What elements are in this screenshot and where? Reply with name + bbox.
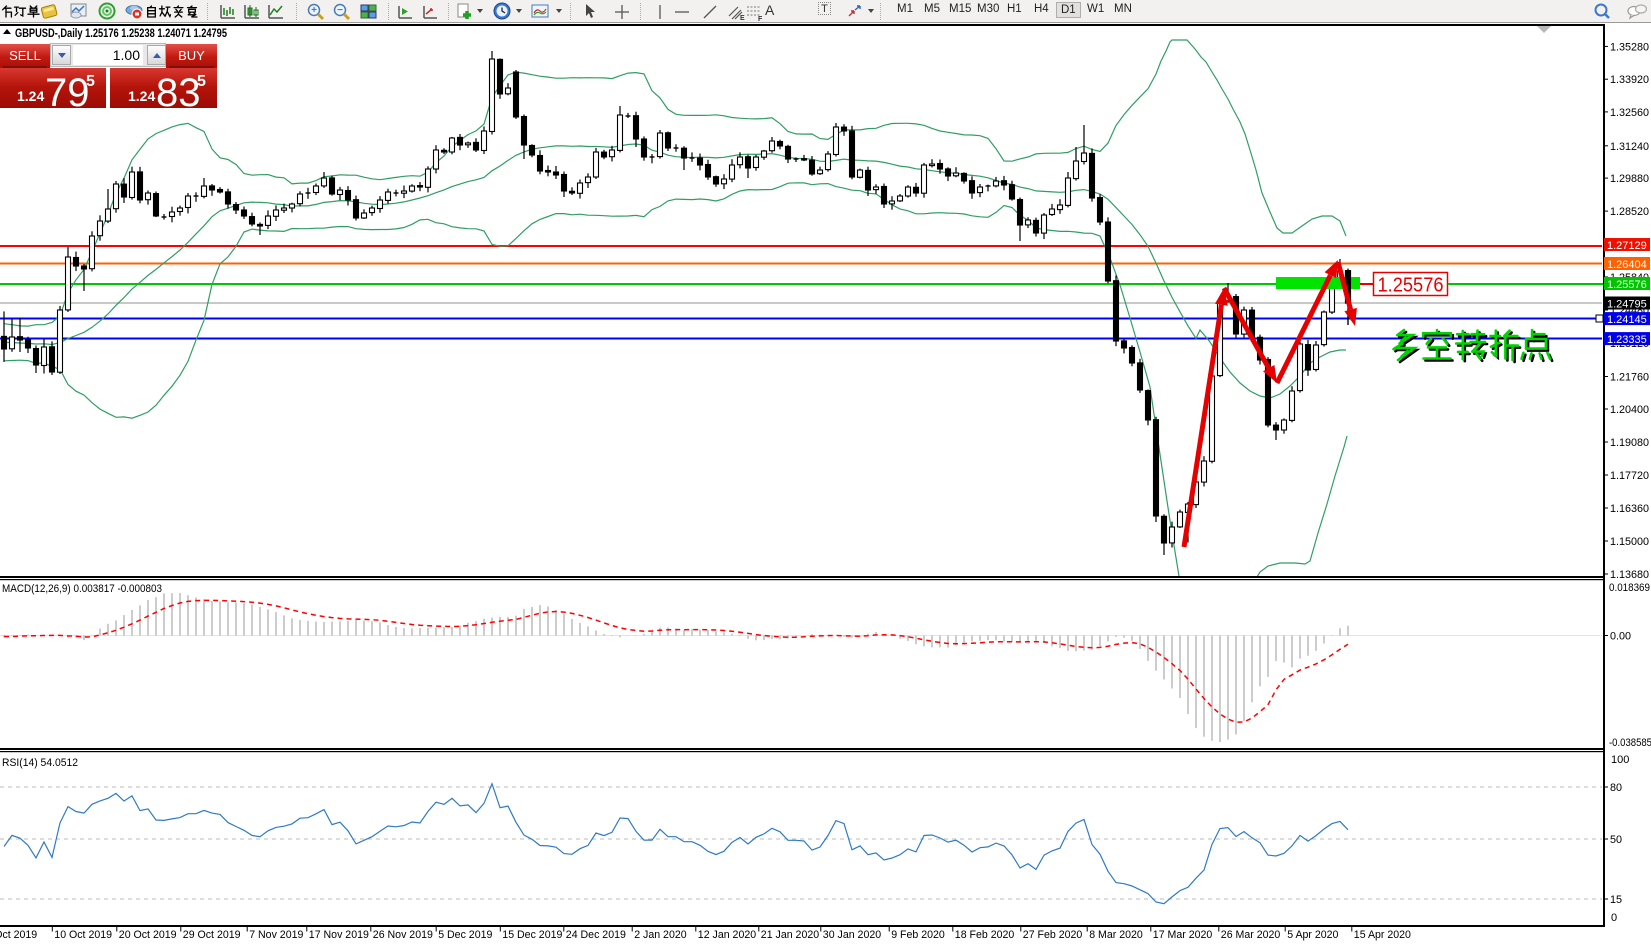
svg-text:+: + [311, 5, 317, 16]
svg-text:1.28520: 1.28520 [1610, 206, 1649, 218]
svg-text:12 Jan 2020: 12 Jan 2020 [698, 929, 756, 941]
svg-text:−: − [337, 5, 343, 16]
svg-text:15 Dec 2019: 15 Dec 2019 [502, 929, 562, 941]
svg-text:1.25576: 1.25576 [1607, 279, 1647, 291]
svg-text:15: 15 [1610, 894, 1622, 906]
svg-text:17 Nov 2019: 17 Nov 2019 [309, 929, 369, 941]
svg-text:26 Nov 2019: 26 Nov 2019 [373, 929, 433, 941]
svg-text:100: 100 [1611, 754, 1629, 766]
svg-text:1.19080: 1.19080 [1610, 437, 1649, 449]
svg-text:1.35280: 1.35280 [1610, 41, 1649, 53]
svg-text:0.00: 0.00 [1610, 631, 1631, 643]
svg-text:1.32560: 1.32560 [1610, 107, 1649, 119]
svg-text:15 Apr 2020: 15 Apr 2020 [1354, 929, 1411, 941]
svg-text:RSI(14) 54.0512: RSI(14) 54.0512 [2, 757, 78, 769]
svg-text:8 Mar 2020: 8 Mar 2020 [1089, 929, 1143, 941]
svg-text:E: E [740, 15, 745, 22]
svg-text:1.13680: 1.13680 [1610, 569, 1649, 581]
svg-text:1.17720: 1.17720 [1610, 470, 1649, 482]
svg-text:Oct 2019: Oct 2019 [0, 929, 37, 941]
svg-text:0: 0 [1611, 912, 1617, 924]
svg-text:9 Feb 2020: 9 Feb 2020 [891, 929, 945, 941]
svg-text:-0.038585: -0.038585 [1609, 737, 1651, 749]
svg-text:30 Jan 2020: 30 Jan 2020 [823, 929, 881, 941]
svg-text:1.31240: 1.31240 [1610, 141, 1649, 153]
svg-text:1.20400: 1.20400 [1610, 404, 1649, 416]
svg-text:1.16360: 1.16360 [1610, 503, 1649, 515]
svg-text:24 Dec 2019: 24 Dec 2019 [566, 929, 626, 941]
svg-text:29 Oct 2019: 29 Oct 2019 [183, 929, 241, 941]
svg-text:1.24795: 1.24795 [1607, 299, 1647, 311]
svg-text:5 Apr 2020: 5 Apr 2020 [1287, 929, 1338, 941]
svg-text:1.26404: 1.26404 [1607, 259, 1647, 271]
svg-text:1.27129: 1.27129 [1607, 240, 1647, 252]
svg-text:F: F [758, 16, 763, 22]
svg-text:0.018369: 0.018369 [1609, 582, 1650, 594]
svg-text:1.24145: 1.24145 [1607, 314, 1647, 326]
svg-text:18 Feb 2020: 18 Feb 2020 [955, 929, 1015, 941]
svg-text:1.15000: 1.15000 [1610, 536, 1649, 548]
svg-text:7 Nov 2019: 7 Nov 2019 [249, 929, 303, 941]
svg-text:80: 80 [1610, 782, 1622, 794]
svg-text:1.23335: 1.23335 [1607, 334, 1647, 346]
svg-text:50: 50 [1610, 834, 1622, 846]
svg-text:27 Feb 2020: 27 Feb 2020 [1023, 929, 1083, 941]
svg-text:2 Jan 2020: 2 Jan 2020 [634, 929, 687, 941]
svg-text:MACD(12,26,9) 0.003817 -0.0008: MACD(12,26,9) 0.003817 -0.000803 [2, 583, 162, 595]
svg-text:5 Dec 2019: 5 Dec 2019 [438, 929, 492, 941]
svg-text:1.33920: 1.33920 [1610, 74, 1649, 86]
svg-text:26 Mar 2020: 26 Mar 2020 [1221, 929, 1281, 941]
svg-text:10 Oct 2019: 10 Oct 2019 [54, 929, 112, 941]
svg-text:21 Jan 2020: 21 Jan 2020 [761, 929, 819, 941]
svg-text:20 Oct 2019: 20 Oct 2019 [119, 929, 177, 941]
svg-text:1.25576: 1.25576 [1378, 275, 1444, 297]
svg-text:GBPUSD-,Daily 1.25176 1.25238: GBPUSD-,Daily 1.25176 1.25238 1.24071 1.… [15, 28, 227, 40]
svg-text:1.21760: 1.21760 [1610, 372, 1649, 384]
svg-text:1.29880: 1.29880 [1610, 173, 1649, 185]
svg-text:17 Mar 2020: 17 Mar 2020 [1153, 929, 1213, 941]
